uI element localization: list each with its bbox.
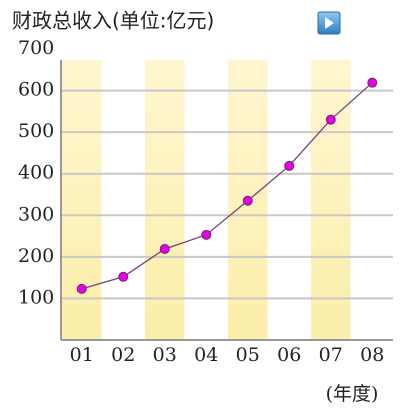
marker bbox=[325, 114, 336, 125]
button-arrow[interactable] bbox=[325, 17, 334, 29]
y-tick-label: 700 bbox=[18, 37, 54, 59]
marker bbox=[367, 77, 378, 88]
y-tick-label: 400 bbox=[18, 162, 54, 184]
x-tick-label: 08 bbox=[360, 344, 384, 366]
marker bbox=[76, 283, 87, 294]
x-tick-label: 06 bbox=[277, 344, 301, 366]
y-tick-label: 200 bbox=[18, 245, 54, 267]
line bbox=[81, 82, 373, 290]
marker bbox=[201, 229, 212, 240]
y-tick-label: 100 bbox=[18, 286, 54, 308]
y-tick-label: 300 bbox=[18, 203, 54, 225]
chart-title: 财政总收入(单位:亿元) bbox=[12, 9, 214, 33]
marker bbox=[159, 243, 170, 254]
y-tick-label: 500 bbox=[18, 120, 54, 142]
x-axis-label: (年度) bbox=[326, 383, 379, 405]
x-tick-label: 07 bbox=[319, 344, 343, 366]
marker bbox=[118, 271, 129, 282]
column-band bbox=[145, 60, 185, 340]
x-tick-label: 03 bbox=[153, 344, 177, 366]
more-button[interactable] bbox=[317, 11, 341, 35]
x-tick-label: 05 bbox=[236, 344, 260, 366]
marker bbox=[284, 160, 295, 171]
x-tick-label: 01 bbox=[70, 344, 94, 366]
x-tick-label: 04 bbox=[194, 344, 218, 366]
y-tick-label: 600 bbox=[18, 79, 54, 101]
marker bbox=[242, 195, 253, 206]
x-tick-label: 02 bbox=[111, 344, 135, 366]
column-band bbox=[311, 60, 351, 340]
